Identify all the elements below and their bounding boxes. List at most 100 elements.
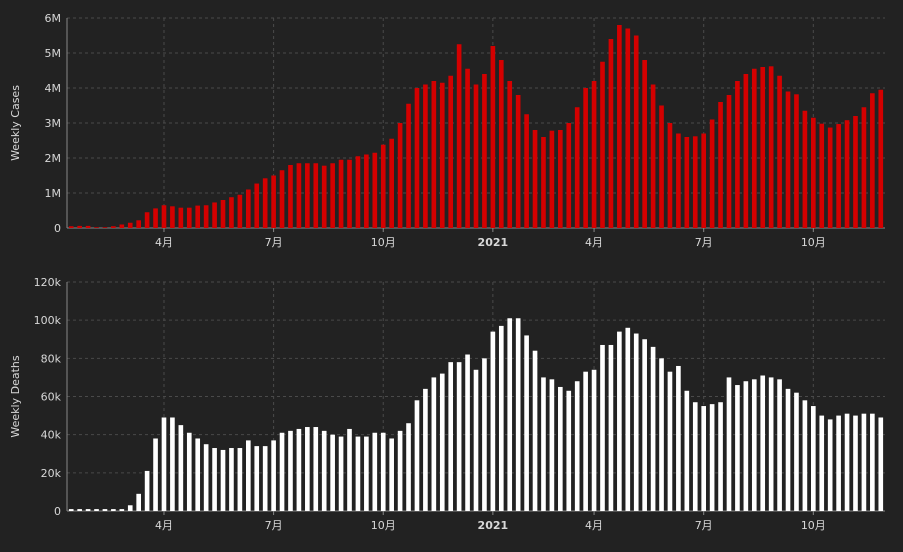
bar — [802, 110, 808, 228]
bar — [515, 95, 521, 228]
bar — [768, 66, 774, 228]
bar — [650, 84, 656, 228]
bar — [262, 178, 268, 228]
bar — [347, 159, 352, 228]
bar — [566, 390, 572, 511]
bar — [111, 226, 116, 228]
bar — [701, 406, 707, 511]
bar — [364, 154, 369, 228]
bar — [321, 430, 327, 511]
bar — [431, 377, 437, 511]
bar — [85, 509, 91, 511]
bar — [524, 335, 529, 511]
bar — [574, 107, 580, 228]
bar — [777, 75, 782, 228]
bar — [355, 156, 361, 228]
x-tick-label: 4月 — [155, 236, 173, 249]
bar — [68, 226, 74, 228]
bar — [465, 68, 470, 228]
bar — [439, 82, 445, 228]
y-tick-label: 20k — [41, 467, 62, 480]
bar — [448, 362, 454, 511]
bar — [305, 163, 310, 228]
bar — [77, 225, 82, 228]
bar — [515, 318, 521, 511]
bar — [642, 60, 647, 228]
bar — [271, 440, 276, 511]
bar — [389, 438, 394, 511]
bar — [507, 81, 513, 228]
bar — [751, 68, 757, 228]
bar — [558, 386, 563, 511]
bar — [625, 28, 631, 228]
x-tick-label: 4月 — [585, 519, 603, 532]
bar — [195, 438, 201, 511]
y-tick-label: 120k — [34, 276, 62, 289]
bar — [650, 346, 656, 511]
bar — [709, 119, 715, 228]
bar — [288, 165, 293, 228]
bar — [372, 432, 378, 511]
bar — [321, 165, 327, 228]
bar — [676, 133, 681, 228]
bar — [245, 189, 251, 228]
bar — [878, 89, 884, 228]
bar — [431, 81, 437, 228]
bar — [288, 430, 293, 511]
bar — [498, 325, 504, 511]
bar — [414, 88, 420, 228]
bar — [726, 377, 732, 511]
y-tick-label: 1M — [45, 187, 62, 200]
bar — [119, 224, 125, 228]
bar — [102, 227, 108, 228]
y-tick-label: 2M — [45, 152, 62, 165]
bar — [853, 116, 858, 228]
bar — [819, 415, 825, 511]
bar — [498, 60, 504, 228]
y-tick-label: 6M — [45, 12, 62, 25]
bar — [541, 137, 546, 228]
bar — [229, 197, 234, 228]
bar — [844, 413, 850, 511]
bar — [237, 194, 243, 228]
bar — [305, 427, 310, 511]
bar — [330, 163, 335, 228]
y-axis-title: Weekly Cases — [9, 85, 22, 161]
bar — [296, 428, 302, 511]
x-tick-label: 7月 — [265, 519, 283, 532]
bar — [170, 417, 175, 511]
x-tick-label: 7月 — [265, 236, 283, 249]
bar — [617, 25, 622, 228]
bar — [870, 93, 875, 228]
bar — [566, 123, 572, 228]
bar — [591, 369, 597, 511]
bar — [203, 444, 209, 511]
bar — [878, 417, 884, 511]
x-tick-label: 10月 — [801, 519, 826, 532]
bar — [574, 381, 580, 511]
bar — [338, 436, 344, 511]
bar — [271, 175, 276, 228]
bar — [844, 120, 850, 228]
bar — [153, 208, 158, 228]
bar — [313, 163, 319, 228]
y-tick-label: 4M — [45, 82, 62, 95]
bar — [726, 95, 732, 228]
x-tick-label: 7月 — [695, 519, 713, 532]
bar — [372, 152, 378, 228]
bar — [659, 358, 664, 511]
bar — [330, 434, 335, 511]
bar — [667, 123, 673, 228]
bar — [608, 344, 614, 511]
bar — [136, 493, 141, 511]
bar — [347, 428, 352, 511]
bar — [254, 183, 260, 228]
y-tick-label: 0 — [54, 222, 61, 235]
bar — [389, 138, 394, 228]
bar — [161, 205, 167, 228]
bar — [456, 362, 462, 511]
bar — [406, 423, 411, 511]
bar — [735, 385, 740, 511]
y-tick-label: 5M — [45, 47, 62, 60]
bar — [785, 91, 791, 228]
